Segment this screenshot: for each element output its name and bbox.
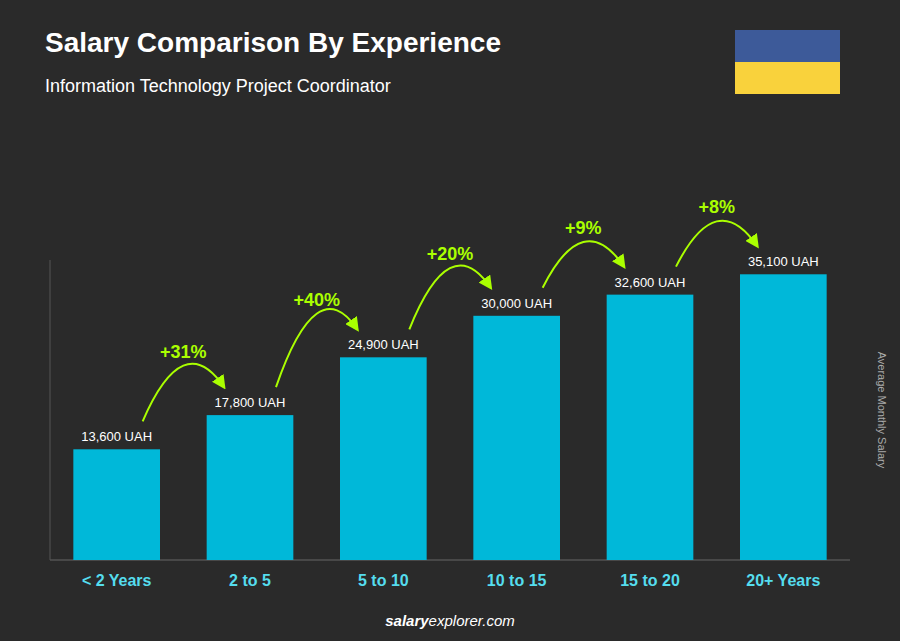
- bar: [340, 357, 427, 560]
- pct-arrow: [409, 266, 490, 330]
- pct-arrow: [143, 364, 224, 422]
- pct-arrow: [676, 221, 757, 267]
- y-axis-line: [50, 260, 51, 560]
- watermark-part: salary: [385, 612, 429, 629]
- title: Salary Comparison By Experience: [45, 27, 501, 58]
- data-label: 30,000 UAH: [481, 296, 552, 311]
- subtitle: Information Technology Project Coordinat…: [45, 76, 391, 96]
- pct-label: +9%: [565, 218, 602, 238]
- data-label: 13,600 UAH: [81, 429, 152, 444]
- data-label: 35,100 UAH: [748, 254, 819, 269]
- pct-arrow: [543, 241, 624, 288]
- x-tick-label: 2 to 5: [229, 572, 271, 589]
- pct-label: +8%: [698, 197, 735, 217]
- pct-label: +31%: [160, 342, 207, 362]
- bar: [740, 274, 827, 560]
- x-tick-label: 5 to 10: [358, 572, 409, 589]
- bar: [207, 415, 294, 560]
- y-axis-label: Average Monthly Salary: [876, 352, 888, 469]
- x-tick-label: 20+ Years: [746, 572, 820, 589]
- bar: [473, 316, 560, 560]
- chart: Salary Comparison By Experience Informati…: [0, 0, 900, 641]
- x-axis-line: [50, 560, 850, 561]
- x-tick-label: 15 to 20: [620, 572, 680, 589]
- bar: [73, 449, 160, 560]
- data-label: 24,900 UAH: [348, 337, 419, 352]
- pct-label: +20%: [427, 244, 474, 264]
- watermark: salaryexplorer.com: [385, 612, 515, 629]
- pct-arrow: [276, 309, 357, 387]
- x-tick-label: 10 to 15: [487, 572, 547, 589]
- x-tick-label: < 2 Years: [82, 572, 152, 589]
- pct-label: +40%: [293, 290, 340, 310]
- data-label: 32,600 UAH: [615, 275, 686, 290]
- data-label: 17,800 UAH: [215, 395, 286, 410]
- flag-yellow: [735, 62, 840, 94]
- watermark-part: explorer.com: [429, 612, 515, 629]
- flag-blue: [735, 30, 840, 62]
- bars: [73, 274, 826, 560]
- background: [0, 0, 900, 641]
- bar: [607, 295, 694, 560]
